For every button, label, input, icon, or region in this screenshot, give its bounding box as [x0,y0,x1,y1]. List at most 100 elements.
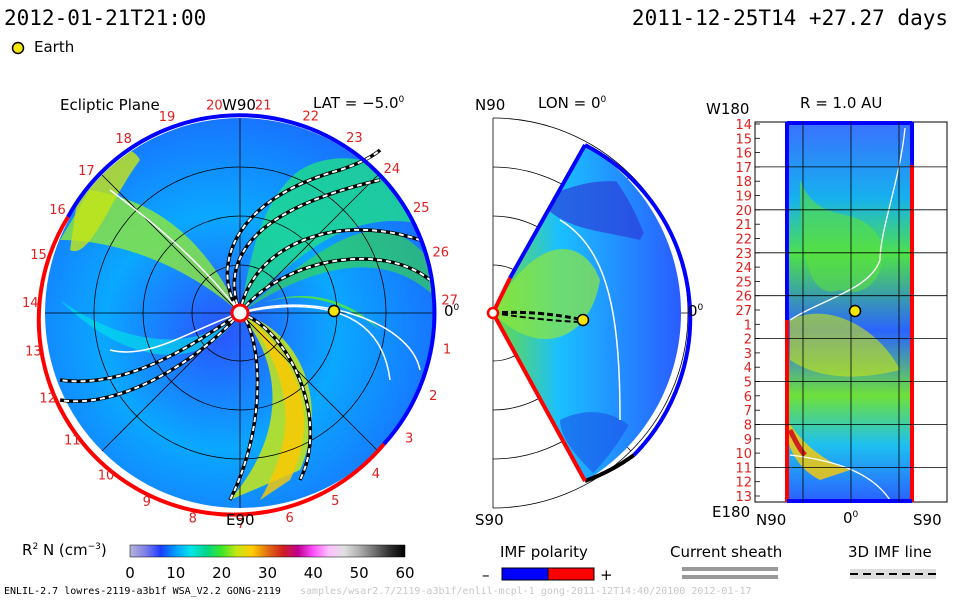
ecliptic-carrington-ticks: 20 21222324252627123456789101112131415161… [22,98,458,532]
shell-row-label: 17 [735,161,752,176]
shell-row-label: 16 [735,147,752,162]
carrington-tick-label: 20 [206,99,223,114]
shell-row-label: 2 [744,333,752,348]
carrington-tick-label: 2 [429,389,437,404]
shell-row-label: 27 [735,304,752,319]
shell-r-label: R = 1.0 AU [800,94,883,112]
imf-negative-swatch [501,567,549,581]
earth-legend-label: Earth [34,38,75,56]
carrington-tick-label: 12 [39,391,56,406]
ecliptic-rim-negative [66,113,436,301]
carrington-tick-label: 9 [143,495,151,510]
earth-icon [327,304,341,318]
meridional-bottom-label: S90 [475,511,504,529]
meridional-right-label: 00 [688,302,704,320]
meridional-lon-label: LON = 00 [538,94,607,112]
colorbar-tick-label: 10 [166,564,185,582]
colorbar-tick-label: 40 [304,564,323,582]
carrington-tick-label: 16 [49,203,66,218]
carrington-tick-label: 25 [413,201,430,216]
earth-legend-icon [11,41,25,55]
colorbar-tick-label: 0 [125,564,135,582]
carrington-tick-label: 6 [285,511,293,526]
shell-row-label: 23 [735,247,752,262]
ecliptic-bottom-label: E90 [226,511,255,529]
shell-row-label: 4 [744,361,752,376]
shell-row-label: 9 [744,433,752,448]
carrington-tick-label: 26 [433,246,450,261]
imf-positive-swatch [547,567,595,581]
shell-row-label: 5 [744,376,752,391]
imf-line-label: 3D IMF line [848,543,932,561]
meridional-top-label: N90 [475,96,506,114]
imf-minus: – [482,566,490,584]
ecliptic-title: Ecliptic Plane [60,96,160,114]
carrington-tick-label: 21 [255,98,272,113]
ecliptic-top-label: W90 [222,96,256,114]
shell-row-label: 13 [735,490,752,505]
imf-line-swatch [850,569,936,579]
shell-row-label: 19 [735,190,752,205]
imf-plus: + [600,566,613,584]
carrington-tick-label: 22 [302,109,319,124]
shell-row-label: 6 [744,390,752,405]
shell-bottom-left: E180 [712,503,751,521]
ecliptic-lat-label: LAT = −5.00 [313,94,405,112]
shell-row-label: 12 [735,476,752,491]
colorbar-tick-label: 20 [212,564,231,582]
shell-row-label: 26 [735,290,752,305]
shell-row-label: 24 [735,261,752,276]
shell-row-label: 20 [735,204,752,219]
colorbar-tick-label: 50 [350,564,369,582]
carrington-tick-label: 11 [64,433,81,448]
colorbar-rect [129,544,406,558]
carrington-tick-label: 5 [331,494,339,509]
ecliptic-imf-lines-white [59,149,431,501]
shell-row-labels: 1415161718192021222324252627123456789101… [735,118,752,505]
footer-left: ENLIL-2.7 lowres-2119-a3b1f WSA_V2.2 GON… [4,586,281,597]
shell-row-label: 7 [744,404,752,419]
shell-row-label: 10 [735,447,752,462]
model-time: 2012-01-21T21:00 [4,6,207,30]
colorbar-ticks: 0 10 20 30 40 50 60 [125,564,414,582]
current-sheath-swatch [682,567,778,579]
meridional-earth-icon [576,313,590,327]
sun-icon [230,303,250,323]
ecliptic-rim-positive [36,215,386,517]
shell-panel [754,121,948,503]
carrington-tick-label: 14 [22,296,39,311]
carrington-tick-label: 4 [372,467,380,482]
shell-x-mid: 00 [843,509,859,527]
colorbar-tick-label: 60 [395,564,414,582]
imf-polarity-label: IMF polarity [500,543,588,561]
shell-row-label: 15 [735,132,752,147]
carrington-tick-label: 15 [30,248,47,263]
current-sheath-label: Current sheath [670,543,783,561]
reference-time: 2011-12-25T14 +27.27 days [631,6,948,30]
colorbar-tick-label: 30 [258,564,277,582]
carrington-tick-label: 3 [405,431,413,446]
carrington-tick-label: 1 [443,342,451,357]
footer-right: samples/wsar2.7/2119-a3b1f/enlil-mcpl-1 … [300,586,752,597]
shell-row-label: 11 [735,461,752,476]
shell-row-label: 21 [735,218,752,233]
shell-row-label: 8 [744,419,752,434]
shell-x-right: S90 [913,511,942,529]
shell-row-label: 1 [744,318,752,333]
carrington-tick-label: 10 [98,469,115,484]
carrington-tick-label: 8 [189,512,197,527]
shell-top-left: W180 [706,100,750,118]
ecliptic-right-label: 00 [444,302,460,320]
ecliptic-panel [36,113,437,517]
shell-row-label: 3 [744,347,752,362]
carrington-tick-label: 23 [346,131,363,146]
carrington-tick-label: 17 [78,164,95,179]
carrington-tick-label: 7 [237,517,245,532]
carrington-tick-label: 18 [115,132,132,147]
meridional-panel [486,117,693,509]
colorbar-label: R2 N (cm−3) [22,541,107,559]
carrington-tick-label: 19 [159,110,176,125]
shell-row-label: 22 [735,233,752,248]
carrington-tick-label: 27 [441,294,458,309]
